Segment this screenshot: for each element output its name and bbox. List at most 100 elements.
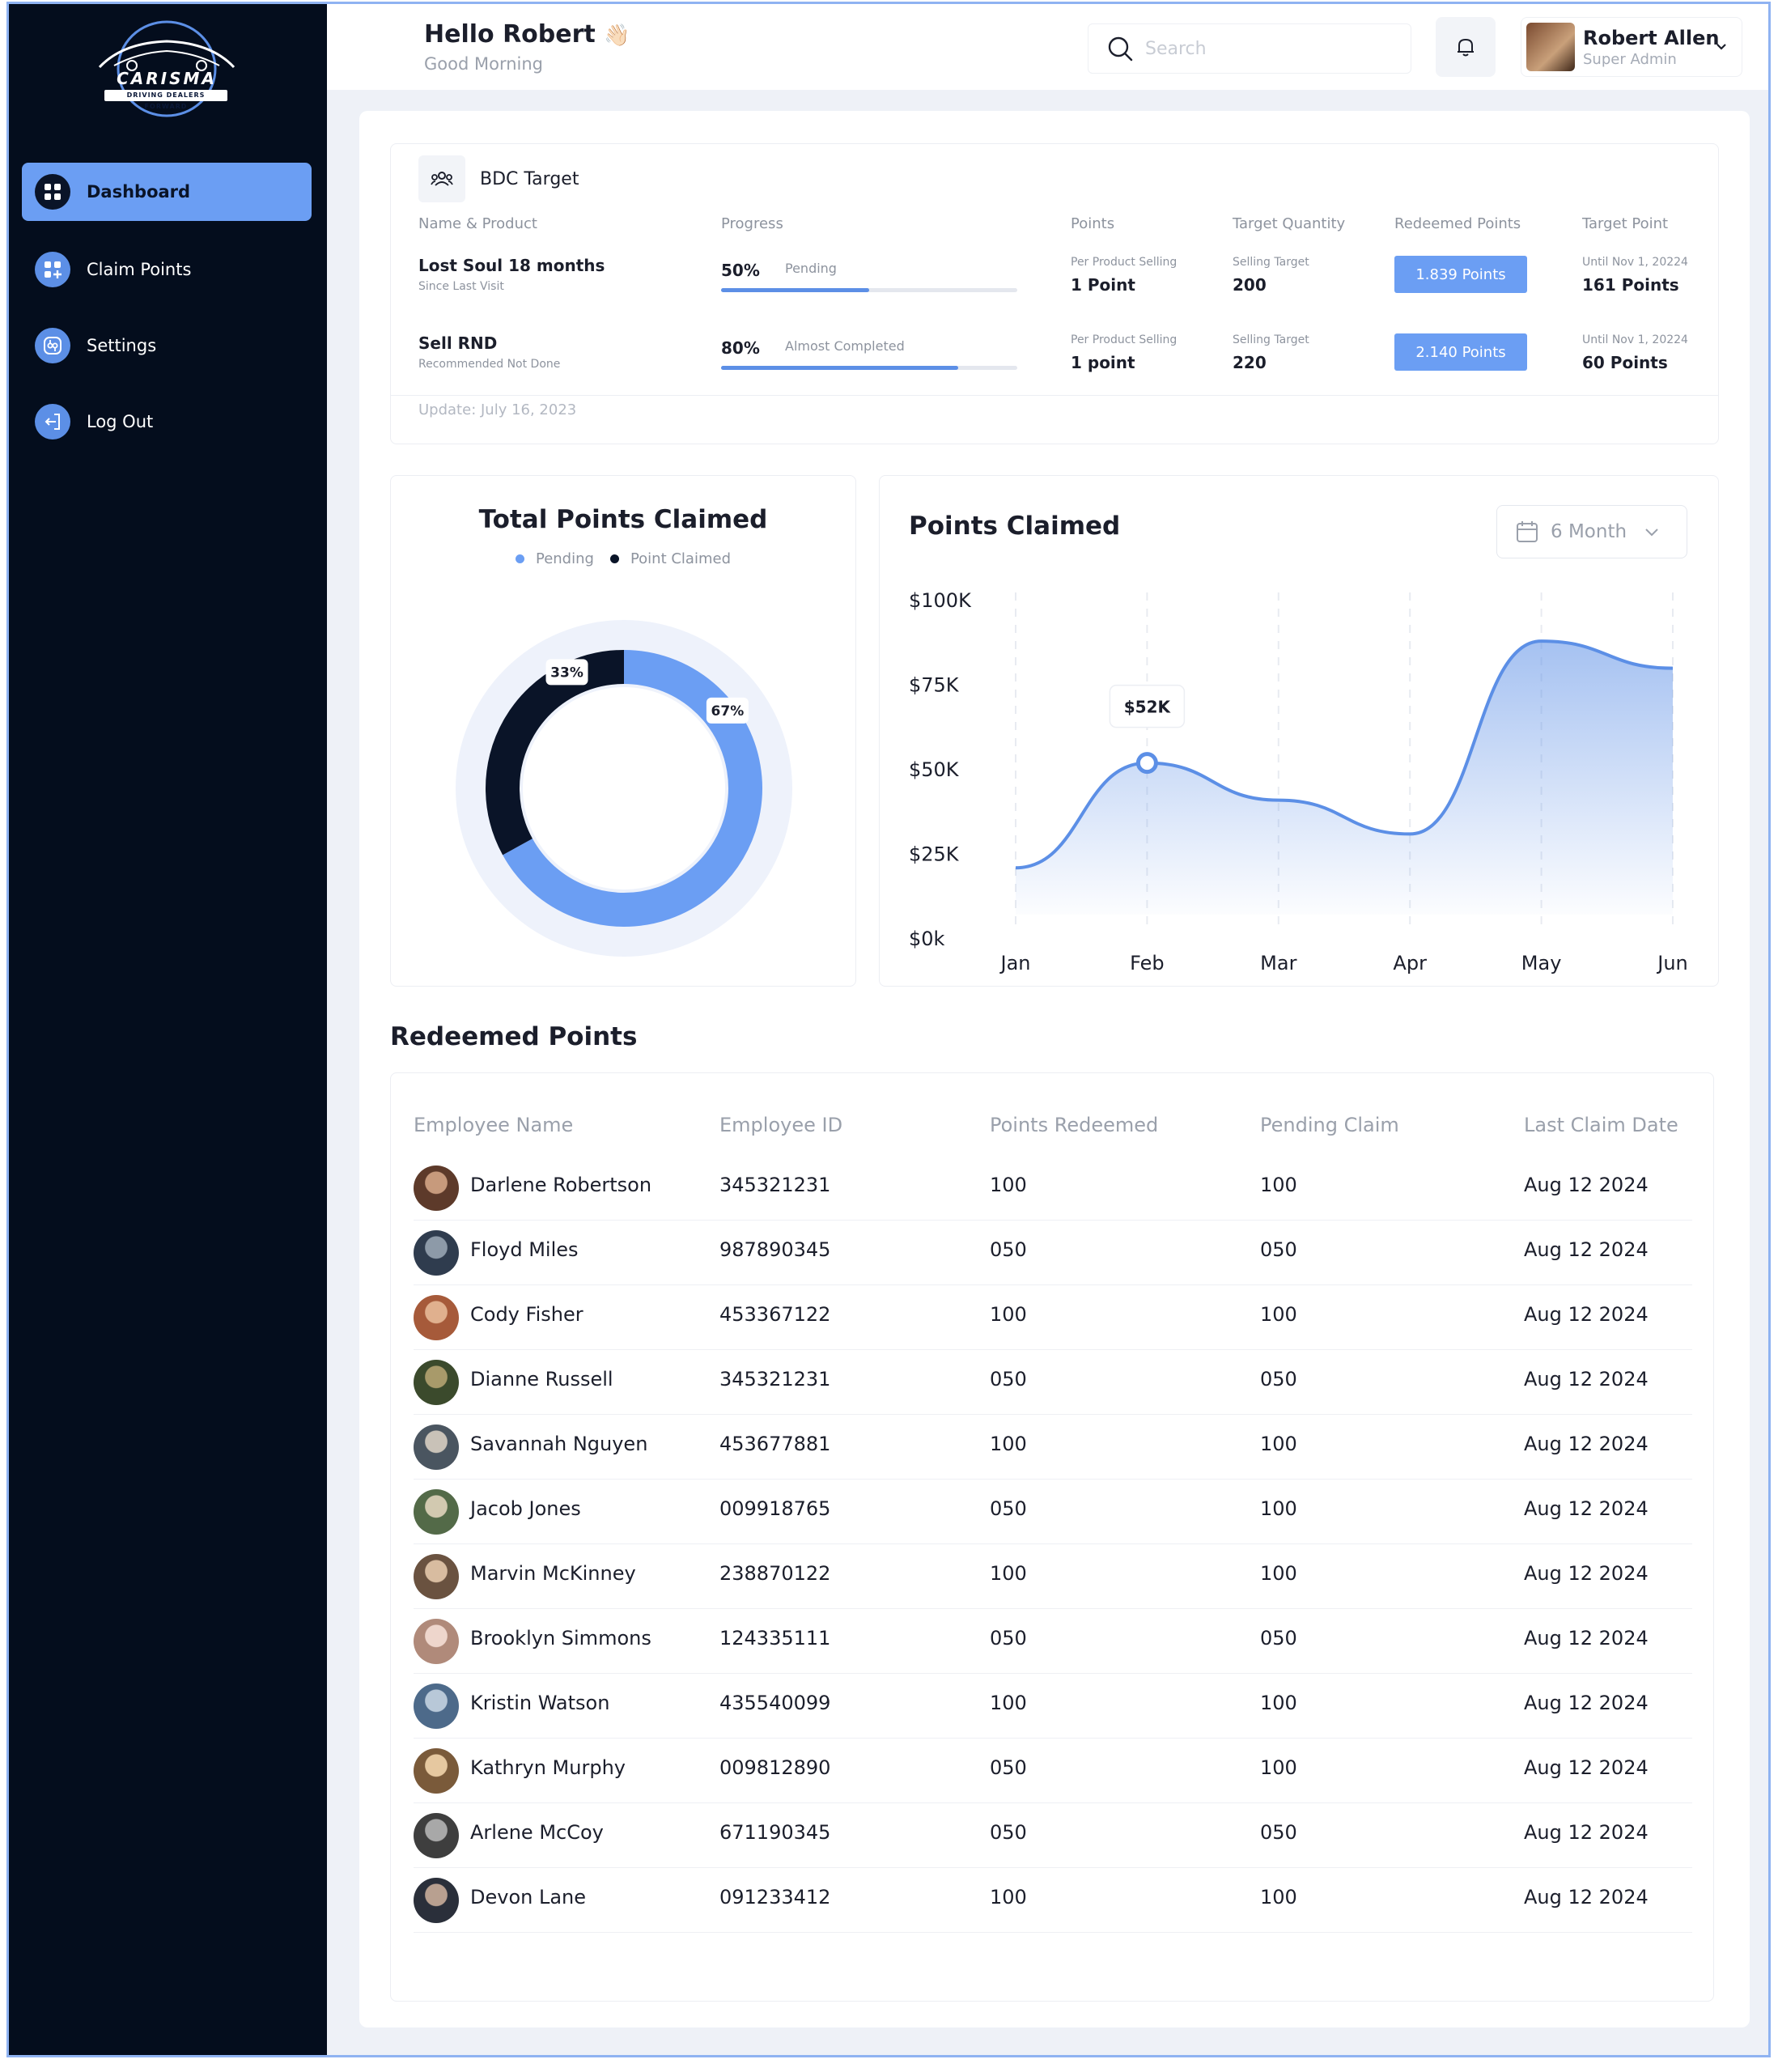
table-row[interactable]: Darlene Robertson 345321231 100 100 Aug 12 2… (414, 1154, 1692, 1221)
highlighted-point[interactable] (1135, 752, 1158, 775)
employee-name: Darlene Robertson (470, 1174, 652, 1196)
redeemed-points-table: Employee Name Employee ID Points Redeemed P… (390, 1072, 1714, 2002)
last-claim-date: Aug 12 2024 (1524, 1562, 1649, 1585)
data-point[interactable] (1538, 638, 1545, 644)
avatar (414, 1619, 459, 1664)
redeemed-points-button[interactable]: 1.839 Points (1394, 256, 1527, 293)
table-row[interactable]: Savannah Nguyen 453677881 100 100 Aug 12 202… (414, 1413, 1692, 1480)
column-header[interactable]: Points Redeemed (990, 1114, 1159, 1136)
column-header[interactable]: Employee Name (414, 1114, 574, 1136)
donut-slice-label: 67% (706, 697, 749, 724)
pending-claim: 100 (1260, 1433, 1297, 1455)
table-row[interactable]: Floyd Miles 987890345 050 050 Aug 12 2024 (414, 1219, 1692, 1285)
column-header[interactable]: Last Claim Date (1524, 1114, 1678, 1136)
sidebar-item-dashboard[interactable]: Dashboard (22, 163, 312, 221)
points-redeemed: 100 (990, 1303, 1027, 1326)
progress-percent: 50% (721, 261, 760, 280)
points-redeemed: 100 (990, 1174, 1027, 1196)
employee-id: 091233412 (719, 1886, 831, 1909)
pending-claim: 100 (1260, 1692, 1297, 1714)
donut-slice-point-claimed[interactable] (486, 650, 625, 856)
range-select[interactable]: 6 Month (1496, 505, 1687, 558)
progress-bar-fill (721, 288, 869, 292)
avatar (414, 1878, 459, 1923)
brand-logo[interactable]: CARISMA DRIVING DEALERS FORWARD (90, 19, 244, 132)
sidebar: CARISMA DRIVING DEALERS FORWARD Dashboar… (9, 4, 327, 2055)
employee-id: 345321231 (719, 1368, 831, 1391)
points-redeemed: 050 (990, 1627, 1027, 1650)
chevron-down-icon (1645, 529, 1658, 537)
svg-text:$52K: $52K (1124, 698, 1172, 717)
employee-name: Brooklyn Simmons (470, 1627, 651, 1650)
employee-name: Kristin Watson (470, 1692, 610, 1714)
points-redeemed: 050 (990, 1497, 1027, 1520)
pending-claim: 100 (1260, 1497, 1297, 1520)
top-bar: Hello Robert 👋🏻 Good Morning Robert Alle… (327, 4, 1768, 90)
avatar (414, 1684, 459, 1729)
data-point[interactable] (1407, 830, 1413, 837)
points-redeemed: 050 (990, 1821, 1027, 1844)
data-point[interactable] (1670, 665, 1676, 672)
points-label: Per Product Selling (1071, 333, 1178, 346)
legend-item: Point Claimed (609, 550, 731, 567)
search-box[interactable] (1088, 23, 1411, 74)
user-menu[interactable]: Robert Allen Super Admin (1521, 17, 1742, 77)
table-row[interactable]: Devon Lane 091233412 100 100 Aug 12 2024 (414, 1866, 1692, 1933)
points-redeemed: 100 (990, 1692, 1027, 1714)
employee-id: 345321231 (719, 1174, 831, 1196)
sidebar-item-label: Dashboard (87, 182, 191, 202)
last-claim-date: Aug 12 2024 (1524, 1238, 1649, 1261)
data-point[interactable] (1012, 864, 1019, 871)
column-header: Target Point (1582, 215, 1669, 232)
table-row[interactable]: Jacob Jones 009918765 050 100 Aug 12 2024 (414, 1478, 1692, 1544)
employee-id: 671190345 (719, 1821, 831, 1844)
redeemed-points-button[interactable]: 2.140 Points (1394, 333, 1527, 371)
divider (391, 395, 1718, 396)
x-tick-label: Apr (1393, 952, 1427, 974)
employee-id: 009812890 (719, 1756, 831, 1779)
points-value: 1 Point (1071, 275, 1135, 295)
x-tick-label: Mar (1260, 952, 1296, 974)
column-header: Name & Product (418, 215, 537, 232)
product-name: Lost Soul 18 months (418, 256, 605, 275)
employee-name: Jacob Jones (470, 1497, 581, 1520)
employee-name: Savannah Nguyen (470, 1433, 648, 1455)
avatar (1526, 23, 1575, 71)
table-row[interactable]: Kathryn Murphy 009812890 050 100 Aug 12 2024 (414, 1737, 1692, 1803)
column-header: Redeemed Points (1394, 215, 1521, 232)
pending-claim: 100 (1260, 1562, 1297, 1585)
chevron-down-icon (1716, 44, 1726, 50)
search-input[interactable] (1145, 38, 1388, 59)
grid-icon (35, 174, 70, 210)
brand-name: CARISMA (117, 69, 217, 88)
data-point[interactable] (1275, 797, 1282, 804)
pending-claim: 100 (1260, 1886, 1297, 1909)
notification-button[interactable] (1436, 17, 1496, 77)
donut-hole (523, 687, 725, 890)
car-logo-icon (98, 20, 236, 117)
donut-slice-label: 33% (545, 659, 588, 686)
quantity-label: Selling Target (1233, 333, 1309, 346)
table-row[interactable]: Kristin Watson 435540099 100 100 Aug 12 2024 (414, 1672, 1692, 1739)
table-row[interactable]: Marvin McKinney 238870122 100 100 Aug 12 202… (414, 1543, 1692, 1609)
avatar (414, 1554, 459, 1599)
y-tick-label: $25K (909, 843, 960, 866)
sidebar-item-log-out[interactable]: Log Out (22, 393, 312, 451)
last-claim-date: Aug 12 2024 (1524, 1692, 1649, 1714)
sidebar-item-settings[interactable]: Settings (22, 316, 312, 375)
area-chart: $0k $25K $50K $75K $100K Jan Feb Mar Apr May Jun $5… (909, 589, 1688, 974)
sidebar-item-claim-points[interactable]: Claim Points (22, 240, 312, 299)
column-header[interactable]: Employee ID (719, 1114, 843, 1136)
table-row[interactable]: Brooklyn Simmons 124335111 050 050 Aug 12 20… (414, 1607, 1692, 1674)
donut-slice-pending[interactable] (503, 650, 762, 927)
table-row[interactable]: Arlene McCoy 671190345 050 050 Aug 12 2024 (414, 1802, 1692, 1868)
table-row[interactable]: Dianne Russell 345321231 050 050 Aug 12 2024 (414, 1348, 1692, 1415)
x-tick-label: Jan (999, 952, 1031, 974)
sidebar-item-label: Claim Points (87, 260, 192, 279)
table-row[interactable]: Cody Fisher 453367122 100 100 Aug 12 2024 (414, 1284, 1692, 1350)
progress-bar (721, 288, 1017, 292)
team-icon (418, 155, 465, 202)
last-claim-date: Aug 12 2024 (1524, 1886, 1649, 1909)
section-title: Redeemed Points (390, 1022, 638, 1051)
column-header[interactable]: Pending Claim (1260, 1114, 1399, 1136)
